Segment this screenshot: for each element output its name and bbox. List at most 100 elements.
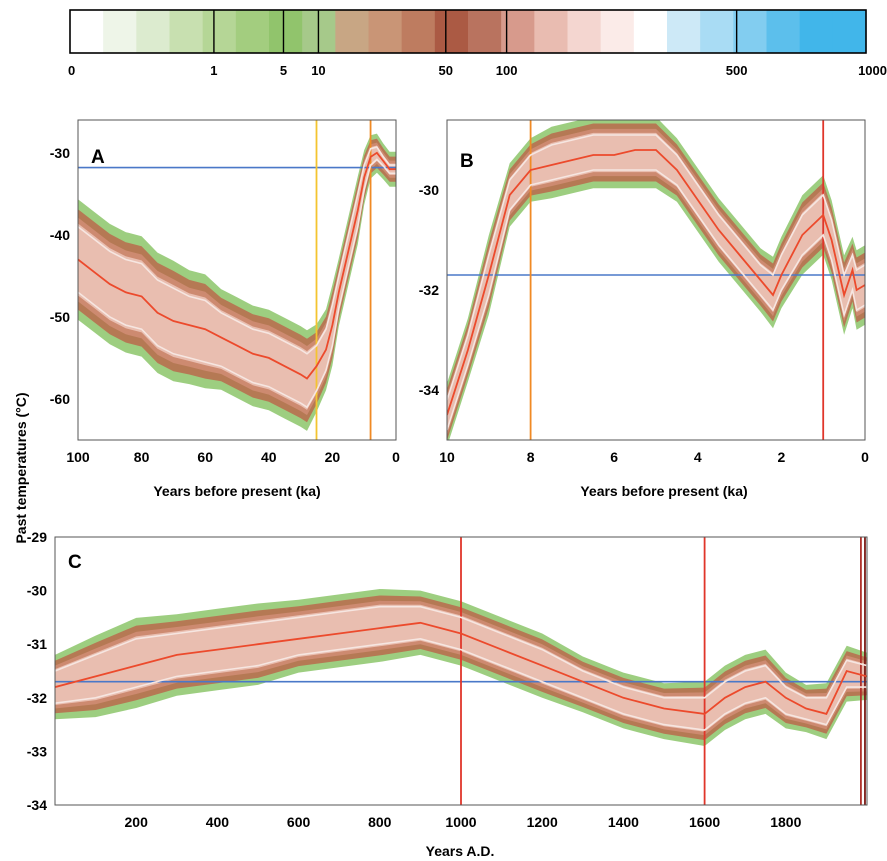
color-scale-cell (799, 10, 834, 53)
panel-a: A 100 80 60 40 20 0 -30 -40 -50 -60 Years before… (50, 119, 400, 499)
y-tick-label: -32 (419, 282, 439, 298)
color-scale-tick-labels: 0 1 5 10 50 100 500 1000 (68, 63, 887, 78)
color-scale-tick-label: 0 (68, 63, 75, 78)
panel-c-x-axis-label: Years A.D. (426, 843, 495, 859)
color-scale-cell (335, 10, 370, 53)
x-tick-label: 800 (368, 814, 392, 830)
panel-a-reference-lines (78, 120, 396, 440)
color-scale-cell (235, 10, 270, 53)
color-scale-cell (700, 10, 734, 53)
uncertainty-bound-line (55, 605, 867, 699)
ensemble-density-band (447, 132, 865, 432)
color-scale-tick-label: 100 (496, 63, 518, 78)
x-tick-label: 1400 (608, 814, 639, 830)
color-scale-cell (103, 10, 137, 53)
x-tick-label: 400 (206, 814, 230, 830)
panel-b-x-ticks: 10 8 6 4 2 0 (439, 449, 869, 465)
x-tick-label: 1800 (770, 814, 801, 830)
x-tick-label: 1600 (689, 814, 720, 830)
panel-b-reference-lines (447, 120, 865, 440)
panel-b-ensemble-band (447, 120, 865, 440)
panel-c: C 200 400 600 800 1000 1200 1400 1600 1800 -29 -3… (27, 529, 868, 859)
x-tick-label: 100 (66, 449, 90, 465)
panel-c-ensemble-band (55, 589, 867, 746)
y-tick-label: -40 (50, 227, 70, 243)
panel-c-letter: C (68, 552, 82, 573)
uncertainty-bound-line (55, 637, 867, 731)
color-scale-cell (368, 10, 403, 53)
x-tick-label: 40 (261, 449, 277, 465)
y-tick-label: -34 (419, 382, 439, 398)
color-scale-cell (401, 10, 436, 53)
y-tick-label: -30 (419, 182, 439, 198)
x-tick-label: 0 (392, 449, 400, 465)
x-tick-label: 8 (527, 449, 535, 465)
y-tick-label: -30 (50, 145, 70, 161)
color-scale-cell (832, 10, 867, 53)
ensemble-density-band (447, 128, 865, 436)
panel-c-series-lines (55, 605, 867, 731)
y-tick-label: -60 (50, 391, 70, 407)
uncertainty-bound-line (447, 169, 865, 431)
x-tick-label: 4 (694, 449, 702, 465)
panel-b-y-ticks: -30 -32 -34 (419, 182, 439, 398)
x-tick-label: 60 (197, 449, 213, 465)
panel-a-x-axis-label: Years before present (ka) (153, 483, 320, 499)
color-scale-tick-label: 1 (210, 63, 217, 78)
x-tick-label: 6 (610, 449, 618, 465)
color-scale-dividers (213, 10, 738, 53)
panel-b-series-lines (447, 134, 865, 431)
color-scale-cell (667, 10, 701, 53)
x-tick-label: 2 (778, 449, 786, 465)
x-tick-label: 1000 (445, 814, 476, 830)
shared-y-axis-label: Past temperatures (°C) (13, 392, 29, 543)
color-scale-cell (269, 10, 303, 53)
uncertainty-bound-line (78, 158, 396, 409)
x-tick-label: 200 (125, 814, 149, 830)
color-scale-cell (600, 10, 635, 53)
median-temperature-line (78, 151, 396, 380)
panel-b: B 10 8 6 4 2 0 -30 -32 -34 Years before present… (419, 119, 869, 499)
x-tick-label: 1200 (527, 814, 558, 830)
y-tick-label: -30 (27, 583, 47, 599)
x-tick-label: 0 (861, 449, 869, 465)
panel-c-frame (54, 536, 868, 806)
color-scale-cell (633, 10, 668, 53)
color-scale-tick-label: 5 (280, 63, 287, 78)
y-tick-label: -50 (50, 309, 70, 325)
panel-a-y-ticks: -30 -40 -50 -60 (50, 145, 70, 407)
color-scale-cell (202, 10, 237, 53)
color-scale-cell (468, 10, 502, 53)
x-tick-label: 20 (325, 449, 341, 465)
panel-a-letter: A (91, 147, 105, 168)
color-scale-cell (766, 10, 801, 53)
color-scale-cells (70, 10, 867, 53)
uncertainty-bound-line (78, 146, 396, 355)
panel-b-frame (446, 119, 866, 441)
color-scale-cell (136, 10, 171, 53)
panel-a-series-lines (78, 146, 396, 409)
color-scale-cell (70, 10, 104, 53)
color-scale-tick-label: 1000 (858, 63, 887, 78)
color-scale-tick-label: 50 (439, 63, 453, 78)
color-scale-tick-label: 500 (726, 63, 748, 78)
x-tick-label: 600 (287, 814, 311, 830)
panel-a-ensemble-band (78, 133, 396, 431)
color-scale-cell (434, 10, 469, 53)
color-scale-cell (169, 10, 204, 53)
panel-b-x-axis-label: Years before present (ka) (580, 483, 747, 499)
uncertainty-bound-line (447, 134, 865, 401)
panel-a-x-ticks: 100 80 60 40 20 0 (66, 449, 400, 465)
ensemble-density-band (55, 604, 867, 732)
panel-c-x-ticks: 200 400 600 800 1000 1200 1400 1600 1800 (125, 814, 802, 830)
panel-a-frame (77, 119, 397, 441)
color-scale-tick-label: 10 (311, 63, 325, 78)
y-tick-label: -33 (27, 743, 47, 759)
x-tick-label: 10 (439, 449, 455, 465)
color-scale-bar: 0 1 5 10 50 100 500 1000 (68, 9, 887, 78)
color-scale-cell (534, 10, 569, 53)
panel-b-letter: B (460, 151, 474, 172)
y-tick-label: -31 (27, 636, 47, 652)
median-temperature-line (447, 149, 865, 416)
